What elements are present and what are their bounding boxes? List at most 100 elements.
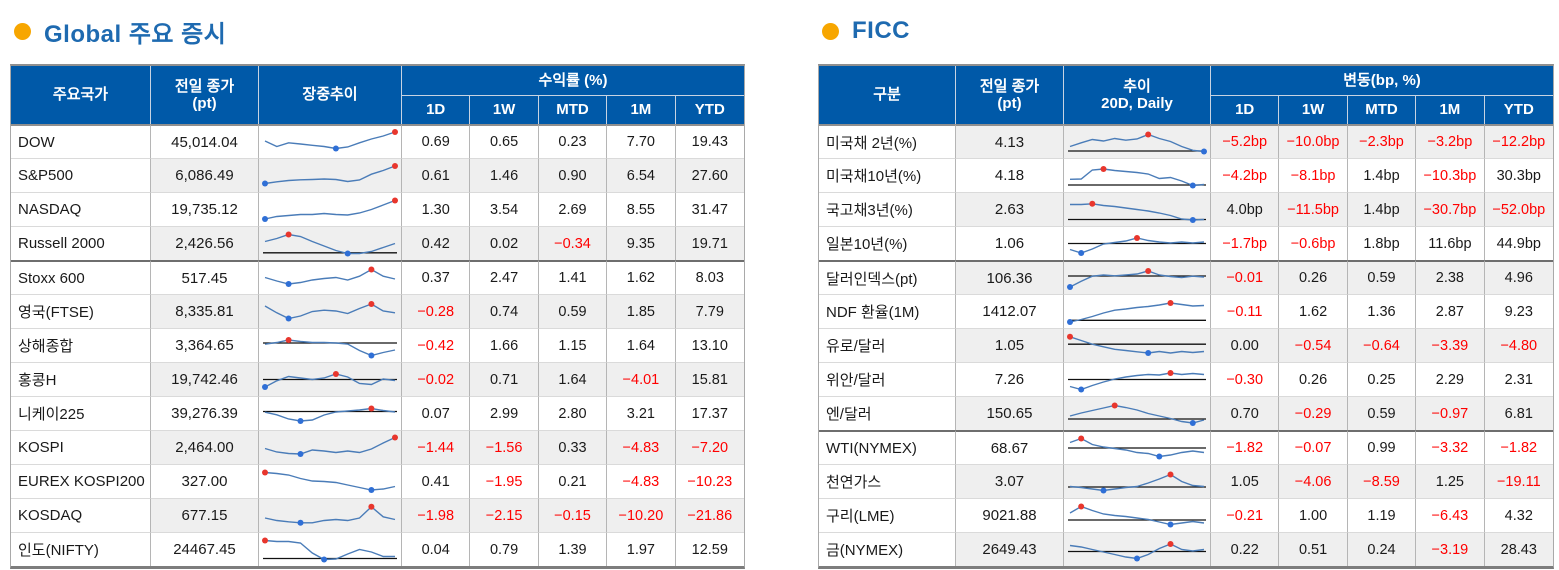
max-dot bbox=[332, 370, 339, 377]
return-value: 1.00 bbox=[1279, 498, 1348, 532]
closing-price: 3,364.65 bbox=[151, 328, 259, 362]
return-value: 11.6bp bbox=[1416, 226, 1485, 260]
closing-price: 4.13 bbox=[956, 124, 1064, 158]
sparkline-chart bbox=[261, 469, 395, 493]
min-dot bbox=[261, 215, 268, 222]
sparkline-chart bbox=[264, 503, 395, 526]
return-value: 0.59 bbox=[538, 294, 608, 328]
return-value: −2.15 bbox=[470, 498, 539, 532]
bullet-icon bbox=[822, 22, 839, 40]
max-dot bbox=[1066, 333, 1073, 340]
section-title-text: Global 주요 증시 bbox=[44, 20, 227, 48]
return-value: −1.7bp bbox=[1211, 226, 1280, 260]
trend-line bbox=[264, 436, 395, 455]
sparkline bbox=[259, 260, 402, 294]
sparkline-chart bbox=[261, 162, 398, 186]
return-value: 0.59 bbox=[1347, 396, 1417, 430]
return-value: 0.04 bbox=[402, 532, 471, 566]
return-value: 1.36 bbox=[1347, 294, 1417, 328]
return-value: 1.05 bbox=[1211, 464, 1280, 498]
asset-name: 금(NYMEX) bbox=[819, 532, 956, 566]
return-value: −0.11 bbox=[1211, 294, 1280, 328]
max-dot bbox=[1077, 503, 1084, 509]
return-value: 28.43 bbox=[1484, 532, 1553, 566]
period-header-1d: 1D bbox=[1211, 96, 1280, 124]
return-value: 0.00 bbox=[1211, 328, 1280, 362]
return-value: 7.70 bbox=[607, 124, 676, 158]
trend-line bbox=[1069, 301, 1204, 323]
max-dot bbox=[1167, 471, 1173, 477]
return-value: 0.61 bbox=[402, 158, 471, 192]
return-value: 0.65 bbox=[470, 124, 539, 158]
min-dot bbox=[1189, 419, 1196, 426]
asset-name: 영국(FTSE) bbox=[11, 294, 151, 328]
max-dot bbox=[1167, 540, 1173, 547]
return-value: 2.38 bbox=[1416, 260, 1485, 294]
return-value: 0.71 bbox=[470, 362, 539, 396]
global-section-title: Global 주요 증시 bbox=[14, 6, 745, 56]
sparkline-chart bbox=[261, 537, 397, 562]
return-value: 17.37 bbox=[675, 396, 744, 430]
return-value: −21.86 bbox=[675, 498, 744, 532]
min-dot bbox=[344, 250, 351, 256]
max-dot bbox=[285, 231, 292, 237]
return-value: −0.02 bbox=[402, 362, 471, 396]
return-value: −7.20 bbox=[675, 430, 744, 464]
sparkline-chart bbox=[1066, 333, 1206, 356]
return-value: −3.19 bbox=[1416, 532, 1485, 566]
asset-name: Russell 2000 bbox=[11, 226, 151, 260]
closing-price: 19,742.46 bbox=[151, 362, 259, 396]
return-value: −4.83 bbox=[607, 464, 676, 498]
closing-price: 1.05 bbox=[956, 328, 1064, 362]
return-value: 1.4bp bbox=[1347, 158, 1417, 192]
return-value: 1.46 bbox=[470, 158, 539, 192]
trend-line bbox=[1069, 202, 1204, 221]
return-value: 1.8bp bbox=[1347, 226, 1417, 260]
trend-line bbox=[264, 505, 395, 523]
max-dot bbox=[285, 336, 292, 343]
return-value: −0.01 bbox=[1211, 260, 1280, 294]
return-value: 12.59 bbox=[675, 532, 744, 566]
min-dot bbox=[1167, 521, 1173, 527]
period-header-mtd: MTD bbox=[538, 96, 608, 124]
sparkline-chart bbox=[1067, 402, 1206, 426]
period-header-1w: 1W bbox=[470, 96, 539, 124]
return-value: −6.43 bbox=[1416, 498, 1485, 532]
max-dot bbox=[367, 405, 374, 411]
return-value: −0.42 bbox=[402, 328, 471, 362]
return-value: 15.81 bbox=[675, 362, 744, 396]
return-value: −10.3bp bbox=[1416, 158, 1485, 192]
trend-line bbox=[264, 539, 395, 560]
min-dot bbox=[1077, 386, 1084, 392]
closing-price: 1.06 bbox=[956, 226, 1064, 260]
return-value: 7.79 bbox=[675, 294, 744, 328]
return-value: −3.2bp bbox=[1416, 124, 1485, 158]
sparkline bbox=[1064, 430, 1211, 464]
global-markets-section: Global 주요 증시 주요국가 전일 종가 (pt) 장중추이 수익률 (%) 1D 1… bbox=[10, 6, 745, 569]
sparkline bbox=[1064, 226, 1211, 260]
return-value: −1.82 bbox=[1484, 430, 1553, 464]
asset-name: DOW bbox=[11, 124, 151, 158]
return-value: −0.15 bbox=[538, 498, 608, 532]
sparkline-chart bbox=[1067, 503, 1206, 527]
period-header-1m: 1M bbox=[1416, 96, 1485, 124]
return-value: 6.54 bbox=[607, 158, 676, 192]
max-dot bbox=[1111, 402, 1118, 408]
asset-name: Stoxx 600 bbox=[11, 260, 151, 294]
asset-name: NASDAQ bbox=[11, 192, 151, 226]
return-value: −5.2bp bbox=[1211, 124, 1280, 158]
trend-line bbox=[264, 338, 395, 356]
return-value: 19.71 bbox=[675, 226, 744, 260]
trend-line bbox=[1069, 404, 1204, 424]
sparkline bbox=[1064, 532, 1211, 566]
trend-line bbox=[264, 471, 395, 491]
return-value: 44.9bp bbox=[1484, 226, 1553, 260]
max-dot bbox=[1144, 131, 1151, 138]
return-value: 3.21 bbox=[607, 396, 676, 430]
min-dot bbox=[320, 556, 327, 562]
return-value: −0.6bp bbox=[1279, 226, 1348, 260]
sparkline bbox=[1064, 396, 1211, 430]
asset-name: S&P500 bbox=[11, 158, 151, 192]
max-dot bbox=[391, 434, 398, 440]
return-value: −11.5bp bbox=[1279, 192, 1348, 226]
